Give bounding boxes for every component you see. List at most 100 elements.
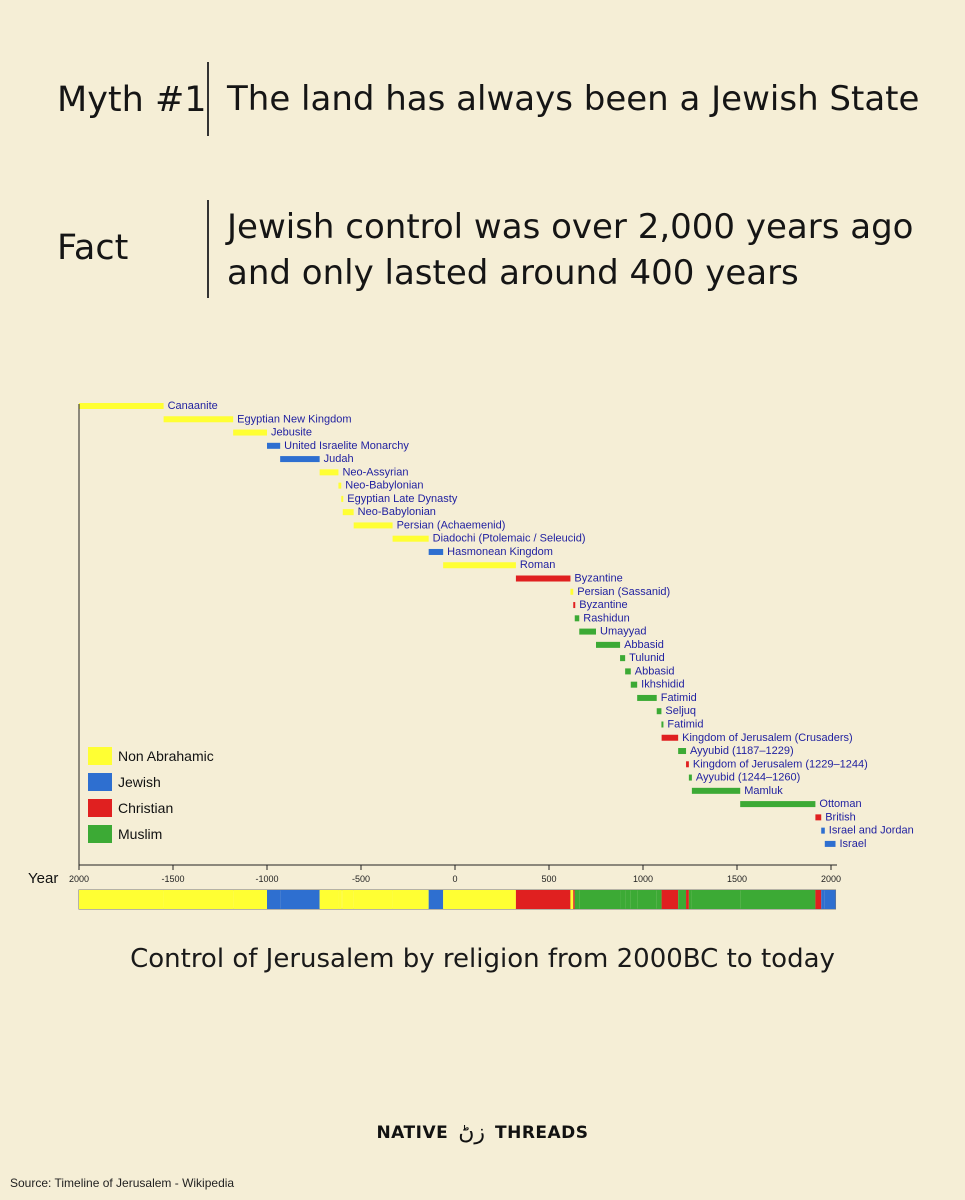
x-tick-label: -500 — [352, 874, 370, 884]
summary-segment-hasmonean-kingdom — [428, 890, 444, 909]
period-bar-mamluk — [691, 787, 741, 794]
fact-text-line2: and only lasted around 400 years — [227, 253, 799, 293]
period-label-persian-achaemenid: Persian (Achaemenid) — [397, 519, 506, 531]
period-label-umayyad: Umayyad — [600, 626, 646, 638]
period-bar-canaanite — [79, 403, 164, 409]
period-bar-ayyubid-1187-1229 — [678, 748, 687, 755]
summary-segment-ayyubid-1244-1260 — [688, 890, 692, 909]
x-tick-label: 2000 — [821, 874, 841, 884]
legend: Non Abrahamic Jewish Christian Muslim — [88, 747, 214, 843]
period-label-tulunid: Tulunid — [629, 652, 665, 664]
period-label-byzantine: Byzantine — [574, 573, 622, 585]
x-tick-label: 1000 — [633, 874, 653, 884]
legend-swatch-jewish — [88, 773, 112, 791]
legend-label-muslim: Muslim — [118, 826, 162, 842]
summary-segment-abbasid — [596, 890, 621, 909]
period-bar-israel — [824, 840, 836, 847]
summary-segment-united-israelite-monarchy — [267, 890, 281, 909]
period-label-byzantine: Byzantine — [579, 599, 627, 611]
summary-segment-egyptian-new-kingdom — [163, 890, 234, 909]
period-label-canaanite: Canaanite — [168, 400, 218, 412]
fact-divider — [207, 200, 209, 298]
summary-segment-diadochi-ptolemaic-seleucid — [392, 890, 429, 909]
period-label-rashidun: Rashidun — [583, 612, 629, 624]
period-bar-roman — [443, 562, 516, 569]
summary-segment-judah — [280, 890, 320, 909]
period-bar-judah — [280, 456, 320, 463]
period-label-judah: Judah — [324, 453, 354, 465]
summary-segment-tulunid — [620, 890, 626, 909]
x-tick-label: 1500 — [727, 874, 747, 884]
period-label-diadochi-ptolemaic-seleucid: Diadochi (Ptolemaic / Seleucid) — [433, 533, 586, 545]
period-bar-umayyad — [579, 628, 596, 635]
period-bar-tulunid — [620, 655, 626, 662]
period-label-jebusite: Jebusite — [271, 427, 312, 439]
summary-segment-byzantine — [515, 890, 571, 909]
summary-segment-neo-assyrian — [319, 890, 339, 909]
x-axis-label: Year — [28, 870, 58, 887]
period-bar-persian-achaemenid — [353, 522, 393, 529]
myth-text: The land has always been a Jewish State — [227, 79, 920, 119]
period-bar-ikhshidid — [630, 681, 638, 688]
period-label-seljuq: Seljuq — [665, 705, 696, 717]
legend-swatch-muslim — [88, 825, 112, 843]
period-bar-byzantine — [573, 602, 576, 609]
brand-logo: NATIVE زڻ THREADS — [0, 1120, 965, 1145]
period-bar-seljuq — [656, 708, 662, 715]
summary-segment-persian-achaemenid — [353, 890, 393, 909]
period-bar-byzantine — [515, 575, 571, 582]
period-bar-neo-babylonian — [338, 482, 342, 489]
period-bar-neo-assyrian — [319, 469, 339, 476]
x-tick-label: 2000 — [69, 874, 89, 884]
legend-label-christian: Christian — [118, 800, 173, 816]
period-bar-kingdom-of-jerusalem-1229-1244 — [686, 761, 689, 768]
period-bar-neo-babylonian — [342, 509, 354, 516]
period-bar-hasmonean-kingdom — [428, 548, 444, 555]
period-label-neo-babylonian: Neo-Babylonian — [345, 480, 423, 492]
summary-segment-ottoman — [740, 890, 816, 909]
summary-segment-mamluk — [691, 890, 741, 909]
period-bar-abbasid — [625, 668, 631, 675]
period-bar-diadochi-ptolemaic-seleucid — [392, 535, 429, 542]
summary-segment-abbasid — [625, 890, 631, 909]
period-label-abbasid: Abbasid — [635, 665, 675, 677]
period-label-ayyubid-1244-1260: Ayyubid (1244–1260) — [696, 772, 800, 784]
period-bar-jebusite — [233, 429, 267, 436]
period-bar-fatimid — [637, 694, 657, 701]
period-label-israel-and-jordan: Israel and Jordan — [829, 825, 914, 837]
x-tick-label: 500 — [541, 874, 556, 884]
legend-label-non-abrahamic: Non Abrahamic — [118, 748, 214, 764]
period-label-united-israelite-monarchy: United Israelite Monarchy — [284, 440, 409, 452]
summary-segment-kingdom-of-jerusalem-1229-1244 — [686, 890, 689, 909]
period-label-neo-babylonian: Neo-Babylonian — [358, 506, 436, 518]
summary-segment-umayyad — [579, 890, 596, 909]
summary-segment-israel-and-jordan — [821, 890, 825, 909]
summary-bar — [78, 889, 837, 910]
summary-segment-british — [815, 890, 822, 909]
period-bar-ayyubid-1244-1260 — [688, 774, 692, 781]
x-axis: Year 2000 -1500 -1000 -500 0 500 1000 1500 2000 — [28, 404, 841, 887]
period-label-fatimid: Fatimid — [667, 718, 703, 730]
period-bar-rashidun — [574, 615, 580, 622]
summary-segment-israel — [824, 890, 836, 909]
summary-segment-rashidun — [574, 890, 580, 909]
brand-left-word: NATIVE — [376, 1122, 449, 1143]
period-label-neo-assyrian: Neo-Assyrian — [342, 466, 408, 478]
summary-segment-neo-babylonian — [342, 890, 354, 909]
chart-caption: Control of Jerusalem by religion from 20… — [130, 944, 835, 974]
period-label-abbasid: Abbasid — [624, 639, 664, 651]
period-label-roman: Roman — [520, 559, 555, 571]
summary-segment-persian-sassanid — [570, 890, 574, 909]
period-label-ikhshidid: Ikhshidid — [641, 679, 684, 691]
myth-divider — [207, 62, 209, 136]
source-note: Source: Timeline of Jerusalem - Wikipedi… — [10, 1176, 235, 1190]
legend-swatch-non-abrahamic — [88, 747, 112, 765]
periods-layer: Canaanite Egyptian New Kingdom JebusiteUni… — [79, 400, 914, 850]
x-tick-label: -1000 — [255, 874, 278, 884]
period-bar-egyptian-new-kingdom — [163, 416, 234, 423]
period-bar-egyptian-late-dynasty — [341, 495, 344, 502]
period-bar-persian-sassanid — [570, 588, 574, 595]
jerusalem-control-timeline-chart: Canaanite Egyptian New Kingdom JebusiteUni… — [28, 400, 914, 910]
summary-segment-ayyubid-1187-1229 — [678, 890, 687, 909]
summary-segment-ikhshidid — [630, 890, 638, 909]
